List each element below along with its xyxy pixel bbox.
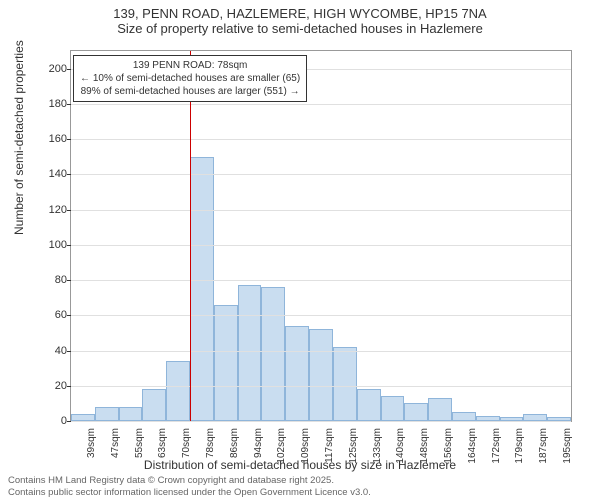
y-axis-label: Number of semi-detached properties (12, 40, 26, 235)
ytick-label: 100 (27, 239, 67, 251)
histogram-bar (523, 414, 547, 421)
ytick-label: 40 (27, 345, 67, 357)
gridline (71, 315, 571, 316)
histogram-bar (71, 414, 95, 421)
ytick-label: 120 (27, 204, 67, 216)
gridline (71, 104, 571, 105)
histogram-bar (381, 396, 405, 421)
footer-line1: Contains HM Land Registry data © Crown c… (8, 475, 371, 486)
histogram-bar (309, 329, 333, 421)
ytick-mark (67, 245, 71, 246)
ytick-mark (67, 210, 71, 211)
gridline (71, 351, 571, 352)
ytick-mark (67, 280, 71, 281)
plot-area: 02040608010012014016018020039sqm47sqm55s… (70, 50, 572, 422)
title-block: 139, PENN ROAD, HAZLEMERE, HIGH WYCOMBE,… (0, 6, 600, 36)
histogram-bar (142, 389, 166, 421)
histogram-bar (452, 412, 476, 421)
histogram-bar (214, 305, 238, 421)
title-line2: Size of property relative to semi-detach… (0, 21, 600, 36)
info-box: 139 PENN ROAD: 78sqm← 10% of semi-detach… (73, 55, 307, 102)
gridline (71, 139, 571, 140)
ytick-mark (67, 421, 71, 422)
info-line3: 89% of semi-detached houses are larger (… (80, 85, 300, 98)
ytick-label: 140 (27, 168, 67, 180)
ytick-mark (67, 139, 71, 140)
histogram-bar (119, 407, 143, 421)
gridline (71, 245, 571, 246)
gridline (71, 280, 571, 281)
ytick-label: 20 (27, 380, 67, 392)
histogram-bar (285, 326, 309, 421)
histogram-bar (357, 389, 381, 421)
histogram-bar (166, 361, 190, 421)
reference-line (190, 51, 191, 421)
ytick-label: 0 (27, 415, 67, 427)
info-line2: ← 10% of semi-detached houses are smalle… (80, 72, 300, 85)
histogram-bar (404, 403, 428, 421)
footer-attribution: Contains HM Land Registry data © Crown c… (8, 475, 371, 498)
histogram-bar (428, 398, 452, 421)
ytick-mark (67, 386, 71, 387)
histogram-bar (95, 407, 119, 421)
ytick-mark (67, 104, 71, 105)
histogram-bar (190, 157, 214, 421)
ytick-label: 80 (27, 274, 67, 286)
info-line1: 139 PENN ROAD: 78sqm (80, 59, 300, 72)
histogram-bar (261, 287, 285, 421)
ytick-label: 200 (27, 63, 67, 75)
x-axis-label: Distribution of semi-detached houses by … (0, 458, 600, 472)
histogram-bar (238, 285, 262, 421)
ytick-mark (67, 69, 71, 70)
ytick-label: 160 (27, 133, 67, 145)
ytick-mark (67, 315, 71, 316)
gridline (71, 174, 571, 175)
gridline (71, 421, 571, 422)
ytick-mark (67, 351, 71, 352)
ytick-mark (67, 174, 71, 175)
ytick-label: 180 (27, 98, 67, 110)
chart-container: 139, PENN ROAD, HAZLEMERE, HIGH WYCOMBE,… (0, 0, 600, 500)
histogram-bar (333, 347, 357, 421)
gridline (71, 386, 571, 387)
title-line1: 139, PENN ROAD, HAZLEMERE, HIGH WYCOMBE,… (0, 6, 600, 21)
gridline (71, 210, 571, 211)
bars-layer (71, 51, 571, 421)
footer-line2: Contains public sector information licen… (8, 487, 371, 498)
ytick-label: 60 (27, 309, 67, 321)
